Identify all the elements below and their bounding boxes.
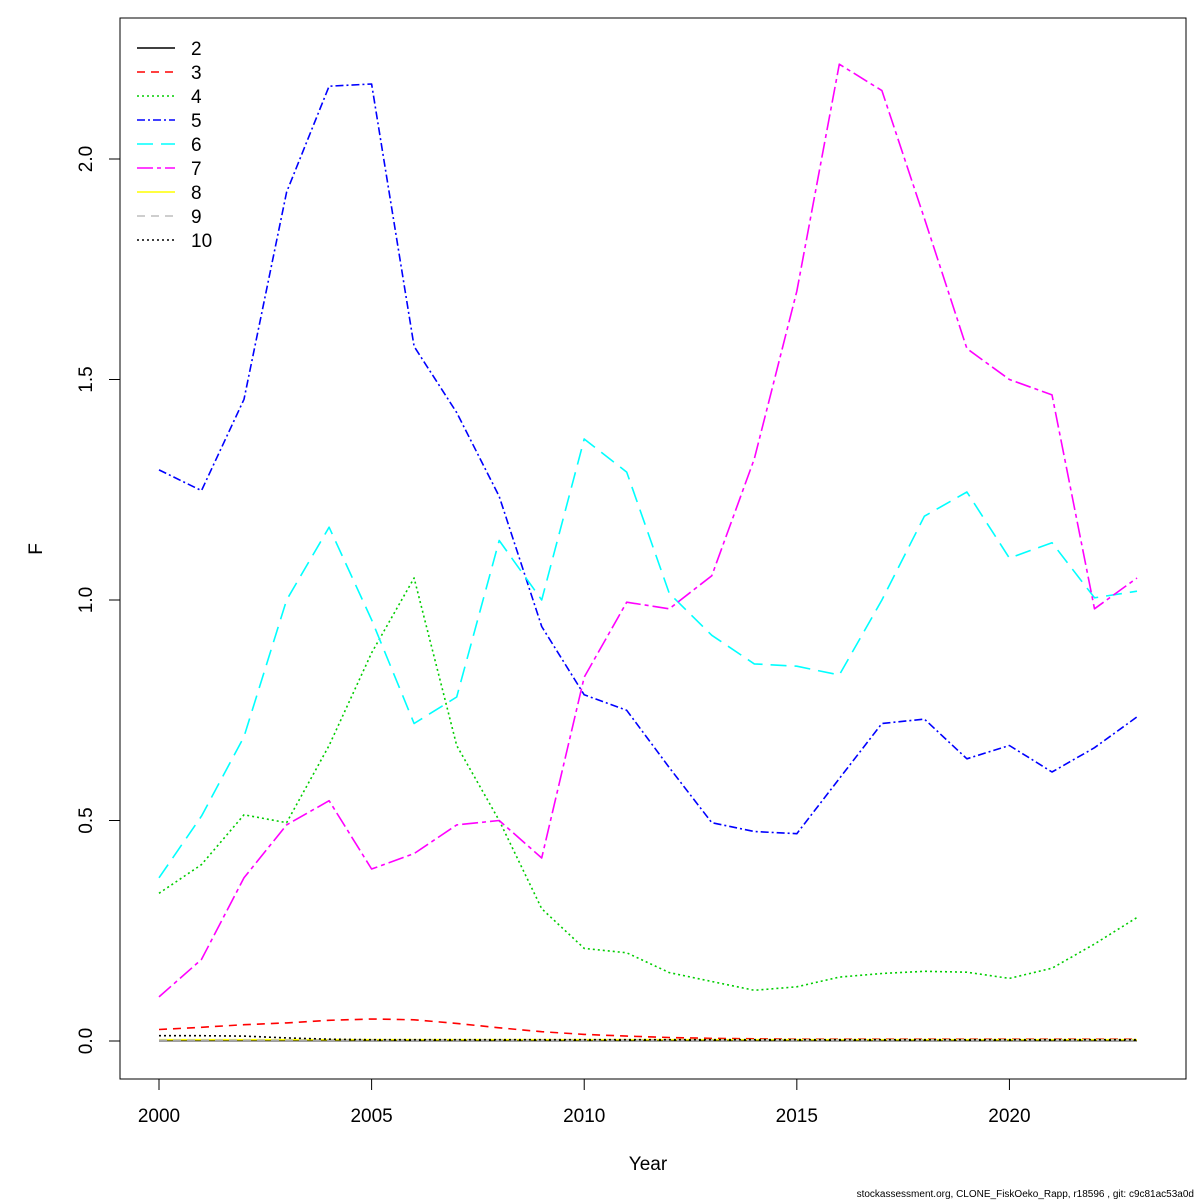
x-tick-label: 2015	[776, 1106, 818, 1127]
y-axis-title: F	[26, 543, 47, 555]
footer-text: stockassessment.org, CLONE_FiskOeko_Rapp…	[857, 1189, 1194, 1200]
y-tick-label: 1.5	[76, 366, 97, 392]
x-axis-title: Year	[629, 1154, 668, 1175]
legend-label-2: 2	[191, 39, 202, 60]
x-tick-label: 2005	[350, 1106, 392, 1127]
legend-label-10: 10	[191, 231, 212, 252]
series-line-6	[158, 438, 1138, 879]
y-tick-label: 0.5	[76, 807, 97, 833]
y-tick-label: 1.0	[76, 587, 97, 613]
series-layer	[158, 63, 1138, 1042]
series-line-10	[159, 1034, 1137, 1041]
x-tick-label: 2000	[138, 1106, 180, 1127]
x-axis: 2000 2005 2010 2015 2020	[138, 1078, 1031, 1127]
legend-label-9: 9	[191, 207, 202, 228]
legend-label-5: 5	[191, 111, 202, 132]
legend-label-3: 3	[191, 63, 202, 84]
x-tick-label: 2020	[988, 1106, 1030, 1127]
series-line-3	[158, 1018, 1137, 1040]
legend: 2 3 4 5 6 7 8 9 10	[137, 39, 212, 252]
y-tick-label: 2.0	[76, 146, 97, 172]
x-tick-label: 2010	[563, 1106, 605, 1127]
plot-frame	[119, 17, 1187, 1080]
legend-label-7: 7	[191, 159, 202, 180]
series-line-7	[158, 63, 1138, 998]
y-axis: 0.0 0.5 1.0 1.5 2.0	[76, 146, 121, 1054]
legend-label-6: 6	[191, 135, 202, 156]
series-line-4	[158, 577, 1138, 992]
y-tick-label: 0.0	[76, 1028, 97, 1054]
legend-label-4: 4	[191, 87, 202, 108]
series-line-5	[158, 83, 1138, 835]
legend-label-8: 8	[191, 183, 202, 204]
